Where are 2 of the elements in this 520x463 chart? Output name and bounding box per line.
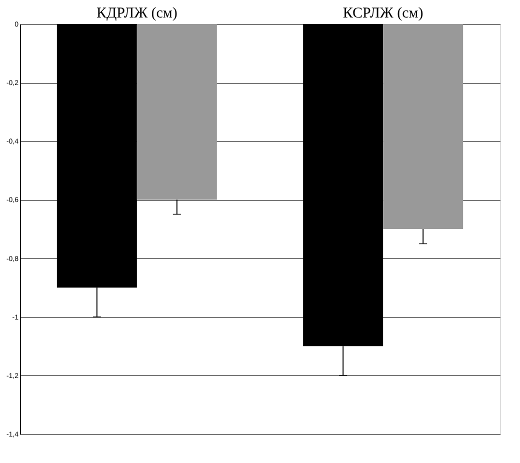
x-tick-label: КСРЛЖ (см) [342, 6, 424, 22]
x-tick-label: КДРЛЖ (см) [96, 6, 178, 22]
